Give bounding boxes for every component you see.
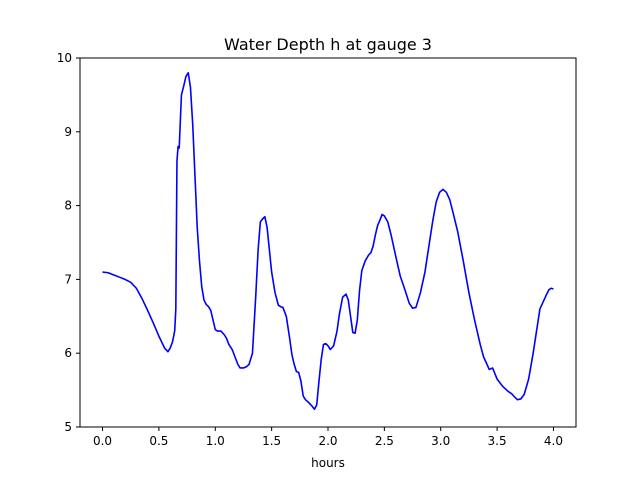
x-tick-label: 4.0: [544, 434, 563, 448]
x-axis: 0.0 0.5 1.0 1.5 2.0 2.5 3.0 3.5 4.0: [93, 427, 563, 448]
x-tick-label: 3.0: [431, 434, 450, 448]
x-axis-label: hours: [311, 456, 345, 470]
x-tick-label: 3.5: [488, 434, 507, 448]
y-tick-label: 7: [64, 272, 72, 286]
x-tick-label: 0.5: [149, 434, 168, 448]
plot-area: [102, 71, 554, 411]
y-tick-label: 10: [57, 51, 72, 65]
x-tick-label: 2.5: [375, 434, 394, 448]
y-tick-label: 9: [64, 125, 72, 139]
x-tick-label: 1.5: [262, 434, 281, 448]
axes-frame: [79, 57, 577, 428]
chart-title: Water Depth h at gauge 3: [224, 35, 432, 54]
x-tick-label: 0.0: [93, 434, 112, 448]
series-line: [102, 71, 554, 411]
y-tick-label: 6: [64, 346, 72, 360]
x-tick-label: 2.0: [318, 434, 337, 448]
y-tick-label: 5: [64, 420, 72, 434]
y-tick-label: 8: [64, 199, 72, 213]
x-tick-label: 1.0: [206, 434, 225, 448]
y-axis: 5 6 7 8 9 10: [57, 51, 80, 434]
